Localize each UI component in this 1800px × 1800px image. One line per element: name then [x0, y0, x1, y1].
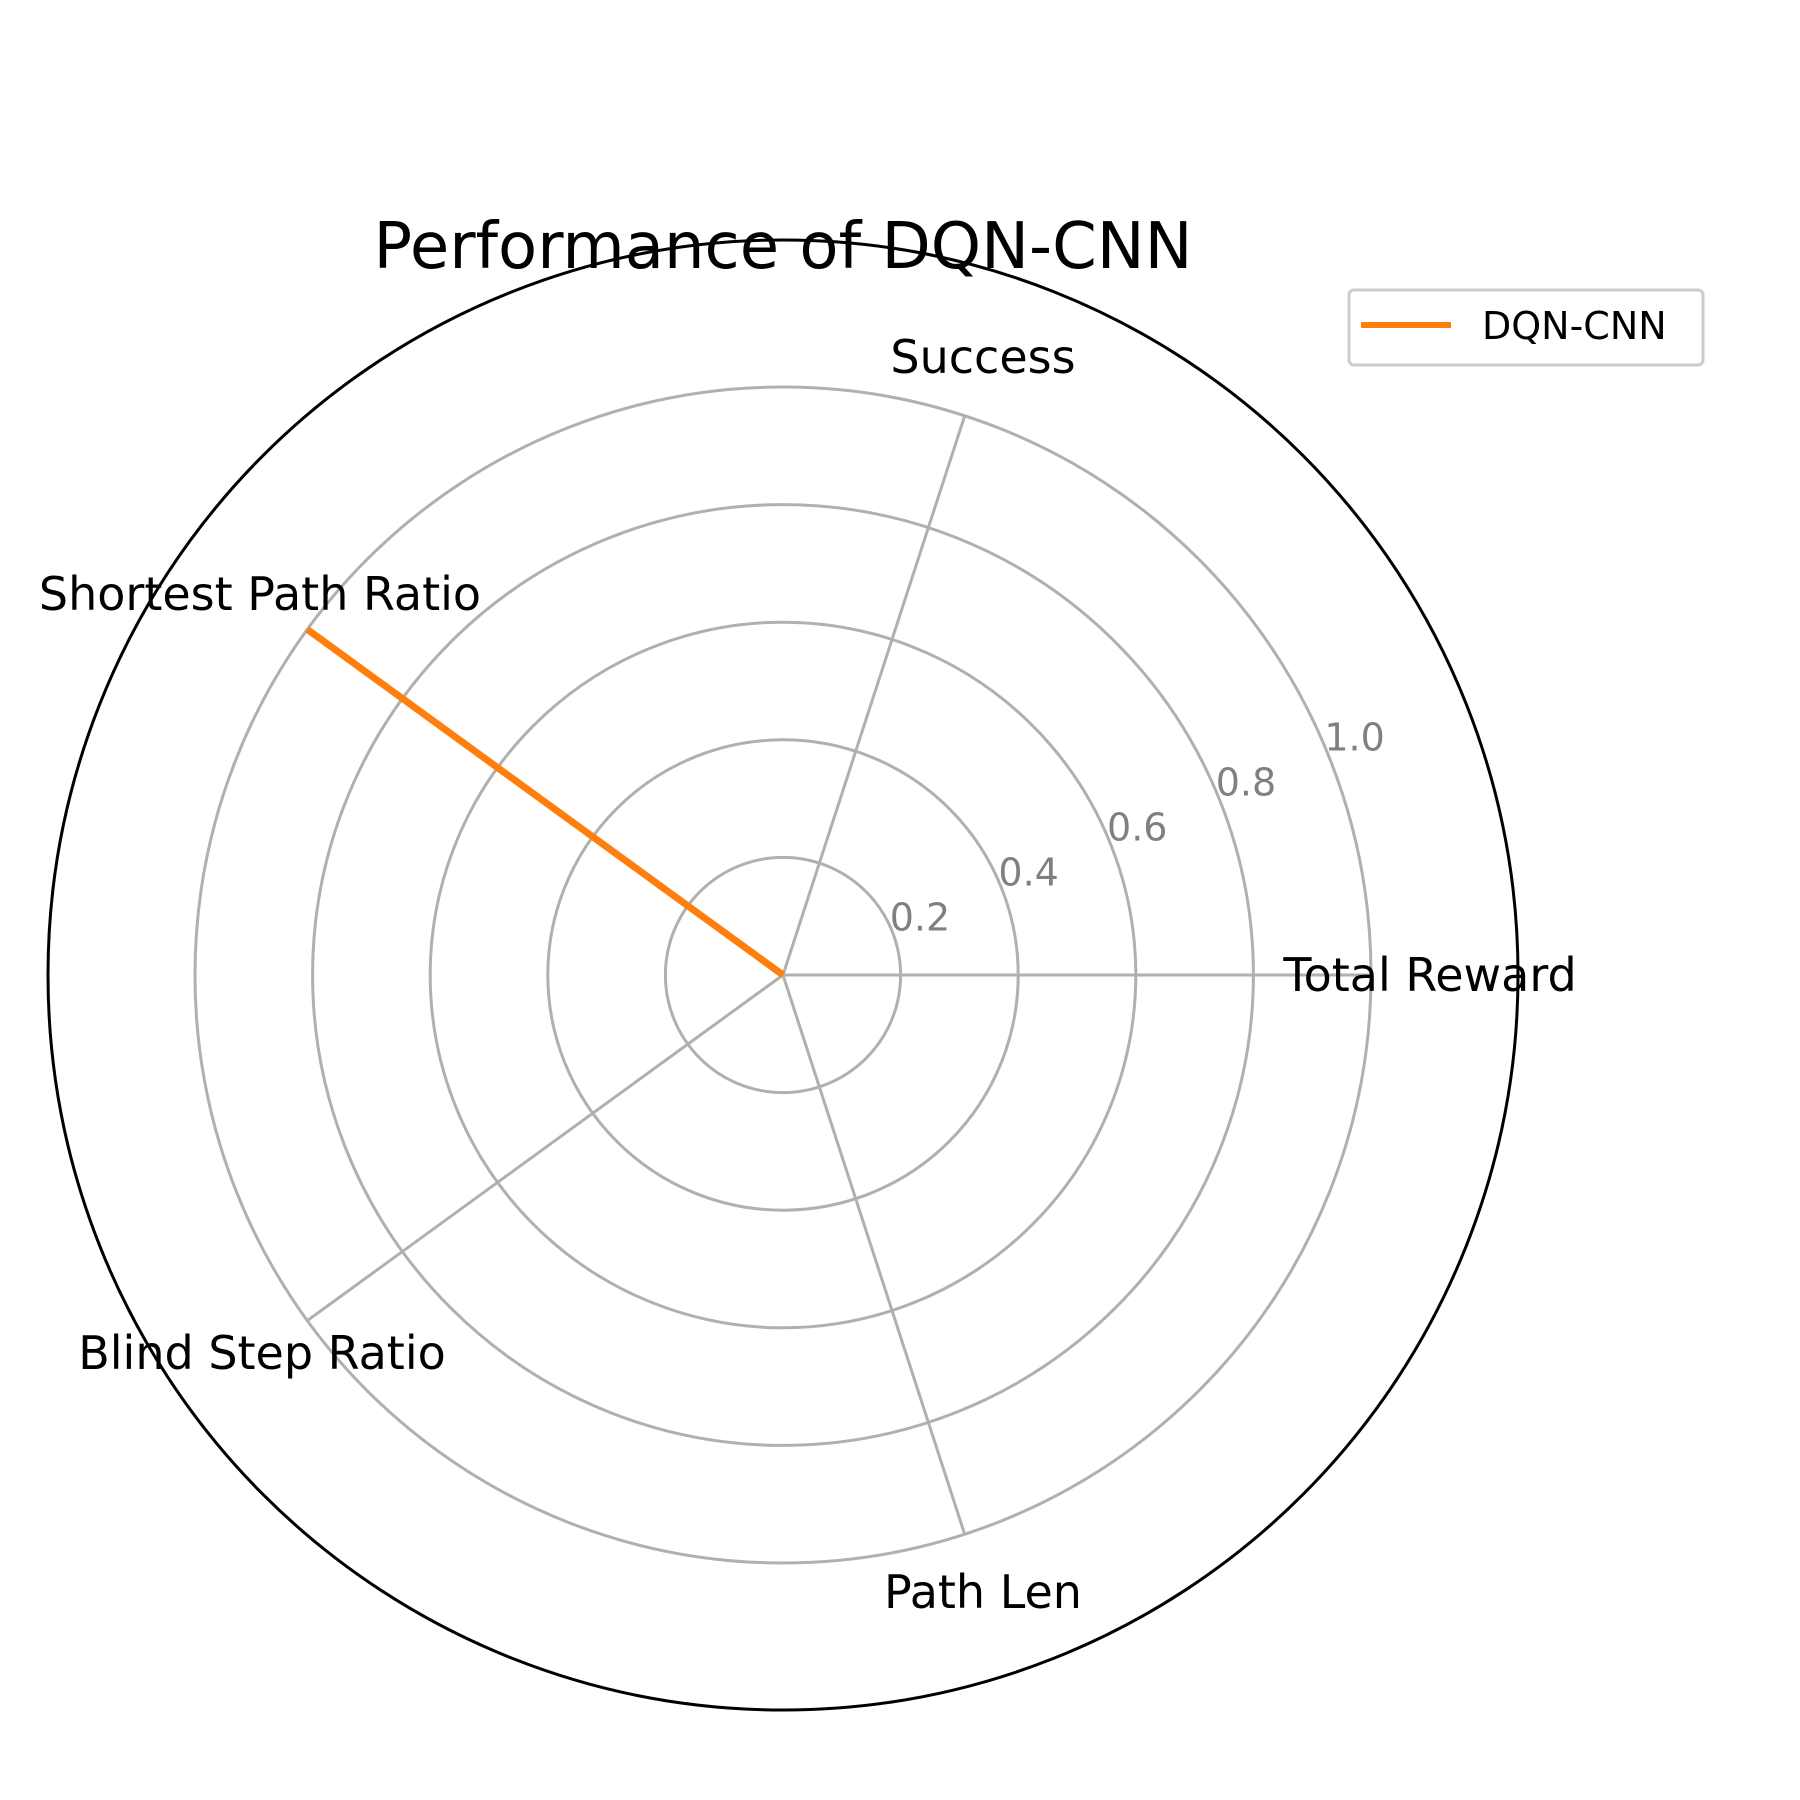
tick-label-0.2: 0.2 [890, 896, 950, 940]
axis-label-2: Shortest Path Ratio [39, 567, 481, 621]
spoke-4 [781, 974, 967, 1535]
tick-label-1: 1.0 [1324, 716, 1384, 760]
chart-title: Performance of DQN-CNN [374, 210, 1193, 284]
tick-label-0.8: 0.8 [1216, 761, 1276, 805]
axis-labels: Total Reward Success Shortest Path Ratio Bl… [39, 330, 1577, 1619]
radial-tick-labels: 0.2 0.4 0.6 0.8 1.0 [890, 716, 1385, 940]
radar-series [305, 626, 786, 978]
axis-label-4: Path Len [884, 1565, 1082, 1619]
axis-label-1: Success [890, 330, 1075, 384]
spoke-1 [781, 415, 967, 976]
legend: DQN-CNN [1347, 288, 1705, 367]
legend-label: DQN-CNN [1482, 304, 1667, 348]
tick-label-0.4: 0.4 [998, 851, 1058, 895]
axis-label-0: Total Reward [1282, 948, 1576, 1002]
series-line-0 [305, 626, 786, 978]
axis-label-3: Blind Step Ratio [78, 1326, 446, 1380]
tick-label-0.6: 0.6 [1107, 806, 1167, 850]
outer-ring [46, 238, 1520, 1712]
radar-grid [46, 238, 1520, 1712]
legend-frame [1347, 288, 1705, 367]
spoke-3 [306, 973, 784, 1322]
